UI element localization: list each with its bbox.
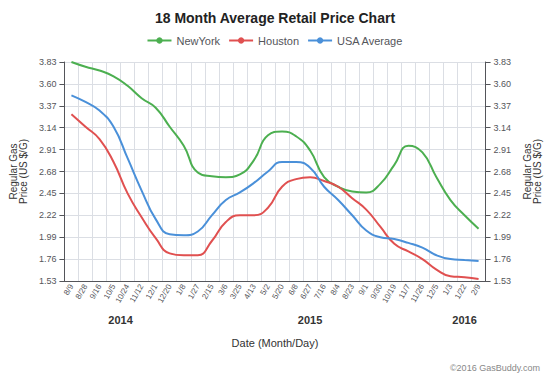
svg-text:2.22: 2.22 [494, 210, 512, 220]
svg-text:Regular Gas: Regular Gas [521, 143, 533, 200]
svg-text:3.60: 3.60 [39, 79, 57, 89]
svg-text:3.60: 3.60 [494, 79, 512, 89]
svg-text:3.14: 3.14 [494, 123, 512, 133]
svg-text:USA Average: USA Average [337, 35, 402, 47]
svg-text:12/1: 12/1 [144, 282, 160, 301]
svg-text:3.83: 3.83 [494, 57, 512, 67]
svg-text:3/6: 3/6 [216, 282, 230, 297]
svg-text:8/9: 8/9 [62, 282, 76, 297]
svg-text:©2016 GasBuddy.com: ©2016 GasBuddy.com [450, 363, 540, 373]
svg-text:11/7: 11/7 [397, 282, 413, 301]
svg-text:1/22: 1/22 [453, 282, 469, 300]
svg-text:1/8: 1/8 [174, 282, 188, 297]
svg-text:1.76: 1.76 [39, 254, 57, 264]
svg-text:2014: 2014 [108, 314, 133, 326]
svg-text:10/5: 10/5 [101, 282, 118, 301]
svg-text:3.83: 3.83 [39, 57, 57, 67]
svg-text:10/24: 10/24 [113, 282, 132, 305]
svg-text:12/5: 12/5 [425, 282, 441, 300]
svg-text:8/28: 8/28 [74, 282, 90, 300]
svg-text:3.14: 3.14 [39, 123, 57, 133]
svg-text:12/20: 12/20 [156, 282, 174, 304]
svg-text:8/4: 8/4 [328, 282, 343, 297]
svg-text:NewYork: NewYork [176, 35, 220, 47]
svg-text:1.99: 1.99 [494, 232, 512, 242]
svg-text:Date (Month/Day): Date (Month/Day) [232, 337, 319, 349]
svg-text:2.91: 2.91 [494, 145, 512, 155]
svg-text:8/23: 8/23 [341, 282, 357, 300]
svg-text:Price (US $/G): Price (US $/G) [18, 139, 29, 204]
svg-text:1/27: 1/27 [186, 282, 202, 300]
svg-text:Houston: Houston [258, 35, 299, 47]
svg-text:3.37: 3.37 [494, 101, 512, 111]
svg-text:6/27: 6/27 [298, 282, 314, 300]
svg-text:2.22: 2.22 [39, 210, 57, 220]
svg-text:7/16: 7/16 [312, 282, 328, 300]
svg-text:2/9: 2/9 [469, 282, 483, 297]
svg-text:2016: 2016 [452, 314, 476, 326]
svg-text:Regular Gas: Regular Gas [7, 143, 19, 200]
svg-text:1.99: 1.99 [39, 232, 57, 242]
svg-text:11/12: 11/12 [128, 282, 146, 304]
svg-text:3/25: 3/25 [228, 282, 244, 300]
svg-text:1.76: 1.76 [494, 254, 512, 264]
svg-text:2015: 2015 [298, 314, 322, 326]
svg-text:2.45: 2.45 [39, 188, 57, 198]
svg-text:6/8: 6/8 [286, 282, 300, 297]
svg-text:9/16: 9/16 [88, 282, 104, 300]
svg-text:1.53: 1.53 [39, 276, 57, 286]
svg-text:18 Month Average Retail Price: 18 Month Average Retail Price Chart [155, 10, 395, 26]
svg-text:9/1: 9/1 [356, 282, 371, 297]
svg-text:1/3: 1/3 [441, 282, 455, 297]
svg-text:2.45: 2.45 [494, 188, 512, 198]
svg-text:2.68: 2.68 [39, 167, 57, 177]
svg-text:1.53: 1.53 [494, 276, 512, 286]
svg-text:Price (US $/G): Price (US $/G) [532, 139, 543, 204]
svg-text:5/2: 5/2 [258, 282, 272, 297]
svg-text:2/15: 2/15 [200, 282, 216, 300]
svg-text:3.37: 3.37 [39, 101, 57, 111]
svg-text:11/26: 11/26 [409, 282, 427, 304]
svg-text:2.91: 2.91 [39, 145, 57, 155]
svg-text:5/20: 5/20 [270, 282, 286, 300]
svg-text:9/30: 9/30 [368, 282, 385, 301]
svg-text:10/19: 10/19 [380, 282, 398, 304]
svg-text:2.68: 2.68 [494, 167, 512, 177]
svg-text:4/13: 4/13 [242, 282, 258, 300]
